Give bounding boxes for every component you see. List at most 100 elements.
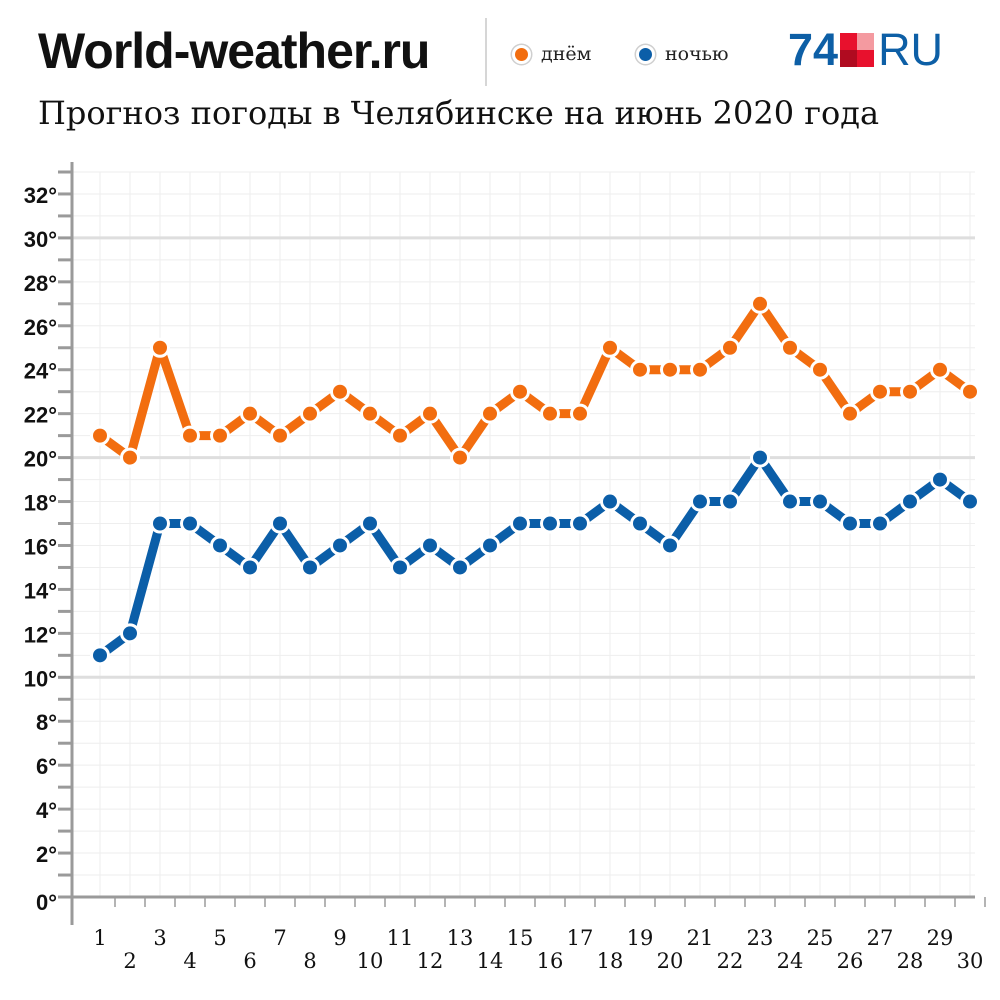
day-data-point	[810, 359, 830, 380]
day-data-point	[240, 403, 260, 424]
x-tick-label: 1	[93, 926, 106, 950]
x-tick-label: 28	[897, 949, 924, 973]
legend-day-dot	[512, 44, 531, 64]
day-data-point	[600, 337, 620, 358]
series	[90, 293, 980, 666]
x-tick-label: 20	[657, 949, 684, 973]
night-data-point	[480, 535, 500, 556]
x-tick-label: 22	[717, 949, 744, 973]
night-data-point	[150, 513, 170, 534]
logo-74ru: 74 RU	[788, 24, 943, 75]
night-data-point	[240, 557, 260, 578]
x-tick-label: 8	[303, 949, 316, 973]
y-tick-label: 30°	[24, 227, 57, 252]
chart-subtitle: Прогноз погоды в Челябинске на июнь 2020…	[38, 94, 880, 132]
y-tick-label: 22°	[24, 403, 57, 428]
x-tick-label: 10	[357, 949, 384, 973]
night-series-line	[95, 453, 975, 660]
day-data-point	[90, 425, 110, 446]
x-tick-label: 18	[597, 949, 624, 973]
y-axis-labels: 0° 2° 4° 6° 8° 10° 12° 14° 16° 18° 20° 22° 24° 26° 28°…	[24, 183, 57, 915]
grid	[72, 171, 975, 897]
x-tick-label: 27	[867, 926, 894, 950]
x-tick-label: 3	[153, 926, 166, 950]
y-tick-label: 8°	[36, 710, 57, 735]
day-data-point	[450, 447, 470, 468]
night-data-point	[390, 557, 410, 578]
x-tick-label: 15	[507, 926, 534, 950]
x-tick-label: 19	[627, 926, 654, 950]
logo-number: 74	[788, 24, 839, 75]
x-tick-label: 30	[957, 949, 984, 973]
day-data-point	[690, 359, 710, 380]
logo-suffix: RU	[878, 24, 944, 75]
x-tick-label: 26	[837, 949, 864, 973]
day-data-point	[360, 403, 380, 424]
y-tick-label: 20°	[24, 447, 57, 472]
y-tick-label: 28°	[24, 271, 57, 296]
night-data-point	[420, 535, 440, 556]
night-data-point	[330, 535, 350, 556]
x-tick-label: 29	[927, 926, 954, 950]
night-data-point	[360, 513, 380, 534]
y-tick-label: 16°	[24, 534, 57, 559]
brand-title: World-weather.ru	[38, 23, 430, 79]
day-data-point	[780, 337, 800, 358]
day-data-point	[900, 381, 920, 402]
x-tick-label: 17	[567, 926, 594, 950]
legend-night-label: ночью	[665, 43, 729, 65]
x-tick-label: 7	[273, 926, 286, 950]
day-data-point	[960, 381, 980, 402]
y-tick-label: 10°	[24, 666, 57, 691]
day-data-point	[720, 337, 740, 358]
night-data-point	[300, 557, 320, 578]
night-data-point	[270, 513, 290, 534]
x-axis-labels: 1234567891011121314151617181920212223242…	[93, 926, 983, 973]
y-tick-label: 18°	[24, 491, 57, 516]
day-data-point	[870, 381, 890, 402]
night-data-point	[810, 491, 830, 512]
day-data-point	[330, 381, 350, 402]
x-tick-label: 12	[417, 949, 444, 973]
night-data-point	[570, 513, 590, 534]
y-tick-label: 32°	[24, 183, 57, 208]
x-tick-label: 11	[387, 926, 414, 950]
day-data-point	[930, 359, 950, 380]
night-data-point	[900, 491, 920, 512]
night-data-point	[660, 535, 680, 556]
day-data-point	[540, 403, 560, 424]
day-data-point	[660, 359, 680, 380]
y-tick-label: 26°	[24, 315, 57, 340]
y-tick-label: 4°	[36, 798, 57, 823]
day-data-point	[390, 425, 410, 446]
night-data-point	[690, 491, 710, 512]
logo-square-icon	[840, 33, 875, 67]
header-divider	[485, 18, 487, 86]
night-data-point	[510, 513, 530, 534]
day-data-point	[510, 381, 530, 402]
x-tick-label: 24	[777, 949, 804, 973]
day-data-point	[480, 403, 500, 424]
day-data-point	[210, 425, 230, 446]
y-tick-label: 2°	[36, 842, 57, 867]
x-tick-label: 16	[537, 949, 564, 973]
x-tick-label: 9	[333, 926, 346, 950]
legend-night-dot	[636, 44, 655, 64]
night-data-point	[930, 469, 950, 490]
day-data-point	[630, 359, 650, 380]
night-data-point	[840, 513, 860, 534]
axes	[58, 162, 986, 925]
x-tick-label: 23	[747, 926, 774, 950]
night-data-point	[600, 491, 620, 512]
night-data-point	[750, 447, 770, 468]
night-data-point	[90, 645, 110, 666]
y-tick-label: 24°	[24, 359, 57, 384]
x-tick-label: 5	[213, 926, 226, 950]
day-data-point	[420, 403, 440, 424]
day-data-point	[300, 403, 320, 424]
night-data-point	[630, 513, 650, 534]
x-tick-label: 2	[123, 949, 136, 973]
night-data-point	[780, 491, 800, 512]
night-data-point	[870, 513, 890, 534]
